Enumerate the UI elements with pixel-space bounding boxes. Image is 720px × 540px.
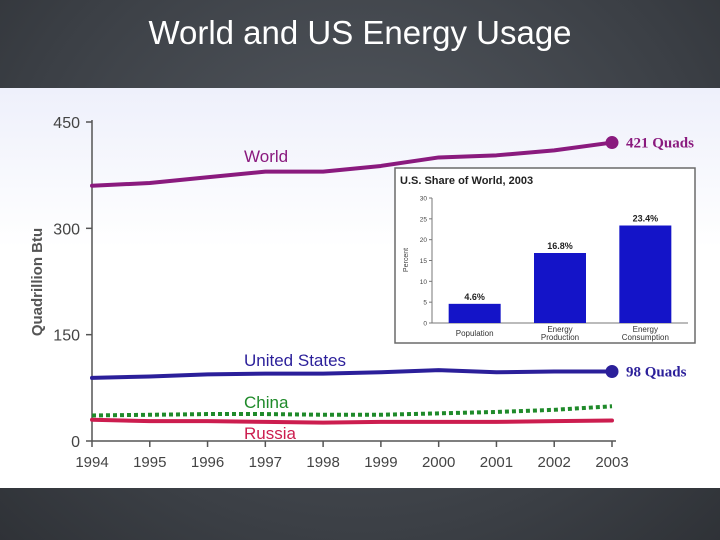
y-tick-label: 300	[53, 221, 80, 238]
inset-y-axis-label: Percent	[403, 248, 410, 272]
inset-y-tick-label: 10	[420, 279, 428, 286]
inset-category-label: Energy Production	[541, 325, 579, 342]
inset-title: U.S. Share of World, 2003	[400, 175, 533, 187]
y-tick-label: 150	[53, 328, 80, 345]
series-label-russia: Russia	[244, 424, 297, 443]
series-line-world	[90, 140, 614, 188]
series-label-china: China	[244, 393, 289, 412]
series-label-world: World	[244, 147, 288, 166]
x-tick-label: 1999	[364, 454, 397, 471]
x-tick-label: 2002	[538, 454, 571, 471]
inset-bar	[619, 225, 672, 323]
inset-bar-value-label: 23.4%	[633, 214, 659, 224]
y-tick-label: 0	[71, 434, 80, 451]
x-tick-label: 1994	[75, 454, 108, 471]
inset-category-label: Population	[456, 329, 494, 338]
end-point-annotation: 98 Quads	[626, 365, 687, 381]
inset-y-tick-label: 15	[420, 258, 428, 265]
inset-bar	[534, 253, 586, 323]
x-tick-label: 2001	[480, 454, 513, 471]
y-axis-label: Quadrillion Btu	[29, 228, 46, 336]
inset-bar-value-label: 4.6%	[464, 292, 485, 302]
x-tick-label: 1998	[306, 454, 339, 471]
inset-y-tick-label: 30	[420, 196, 428, 203]
inset-y-tick-label: 25	[420, 216, 428, 223]
end-point-marker	[605, 365, 619, 379]
series-line-russia	[90, 417, 614, 425]
x-tick-label: 2000	[422, 454, 455, 471]
x-tick-label: 2003	[595, 454, 628, 471]
inset-y-tick-label: 20	[420, 237, 428, 244]
series-line-united-states	[90, 368, 614, 380]
series-label-united-states: United States	[244, 351, 346, 370]
y-tick-label: 450	[53, 115, 80, 132]
x-tick-label: 1997	[249, 454, 282, 471]
end-point-marker	[605, 136, 619, 150]
inset-bar-chart: U.S. Share of World, 2003 0 5 10 15 20 25 30 Per…	[394, 167, 696, 344]
inset-bar-value-label: 16.8%	[547, 241, 573, 251]
x-tick-label: 1996	[191, 454, 224, 471]
series-line-china	[91, 404, 613, 418]
inset-y-tick-label: 5	[423, 300, 427, 307]
slide-title: World and US Energy Usage	[148, 14, 572, 51]
end-point-annotation: 421 Quads	[626, 136, 694, 152]
inset-bar	[448, 303, 501, 323]
inset-y-tick-label: 0	[423, 321, 427, 328]
x-tick-label: 1995	[133, 454, 166, 471]
inset-category-label: Energy Consumption	[622, 325, 669, 342]
